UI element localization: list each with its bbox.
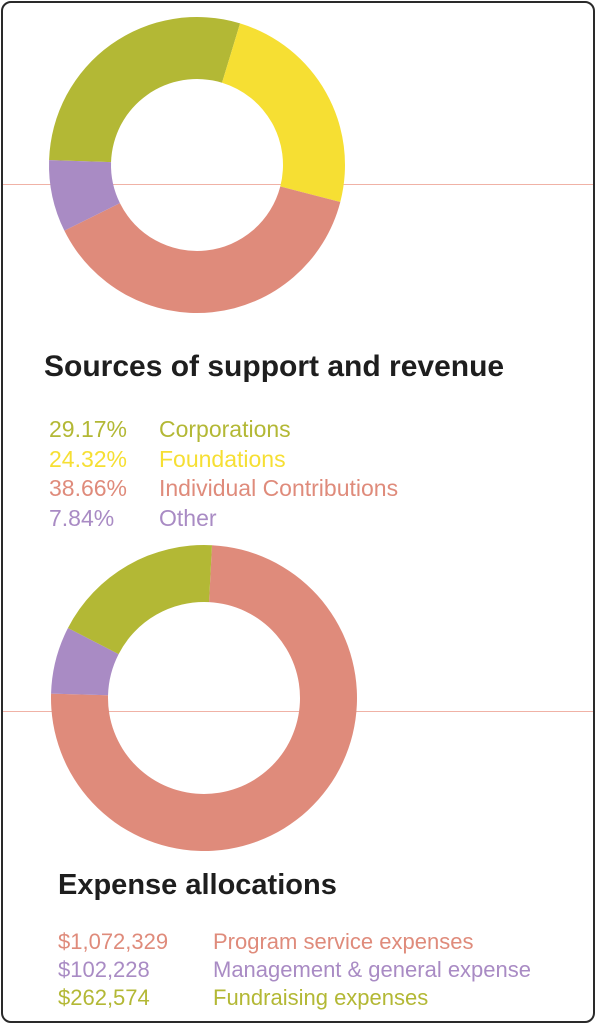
- legend-label: Corporations: [159, 416, 291, 442]
- legend-value: 24.32%: [49, 445, 128, 472]
- legend-item-program-service-expenses: $1,072,329 Program service expenses: [58, 928, 531, 956]
- expense-chart-title: Expense allocations: [58, 869, 337, 901]
- expense-donut-chart: [51, 545, 358, 851]
- legend-value: 7.84%: [49, 504, 115, 531]
- legend-label: Program service expenses: [213, 929, 474, 954]
- legend-item-fundraising-expenses: $262,574 Fundraising expenses: [58, 984, 531, 1012]
- expense-divider-line: [3, 711, 593, 712]
- legend-value: $1,072,329: [58, 929, 169, 954]
- revenue-slice-corporations: [49, 16, 241, 163]
- revenue-slice-other: [48, 160, 120, 231]
- expense-slice-fundraising-expenses: [67, 545, 213, 655]
- legend-label: Other: [159, 504, 217, 531]
- legend-label: Fundraising expenses: [213, 985, 429, 1010]
- legend-label: Foundations: [159, 445, 286, 472]
- legend-value: $102,228: [58, 957, 150, 982]
- legend-label: Management & general expense: [213, 957, 531, 982]
- legend-label: Individual Contributions: [159, 475, 399, 501]
- revenue-slice-individual-contributions: [64, 186, 341, 313]
- expense-legend: $1,072,329 Program service expenses $102…: [58, 928, 531, 1012]
- revenue-legend: 29.17% Corporations 24.32% Foundations 3…: [49, 415, 398, 533]
- revenue-slice-foundations: [222, 23, 345, 203]
- legend-item-foundations: 24.32% Foundations: [49, 445, 398, 475]
- revenue-donut-chart: [48, 16, 345, 313]
- legend-value: $262,574: [58, 985, 150, 1010]
- legend-item-management-general-expense: $102,228 Management & general expense: [58, 956, 531, 984]
- legend-item-individual-contributions: 38.66% Individual Contributions: [49, 474, 398, 504]
- expense-slice-management-general-expense: [51, 628, 119, 696]
- legend-item-corporations: 29.17% Corporations: [49, 415, 398, 445]
- legend-value: 29.17%: [49, 416, 128, 442]
- revenue-chart-title: Sources of support and revenue: [44, 350, 505, 383]
- legend-item-other: 7.84% Other: [49, 504, 398, 534]
- expense-slice-program-service-expenses: [51, 545, 358, 851]
- legend-value: 38.66%: [49, 475, 128, 501]
